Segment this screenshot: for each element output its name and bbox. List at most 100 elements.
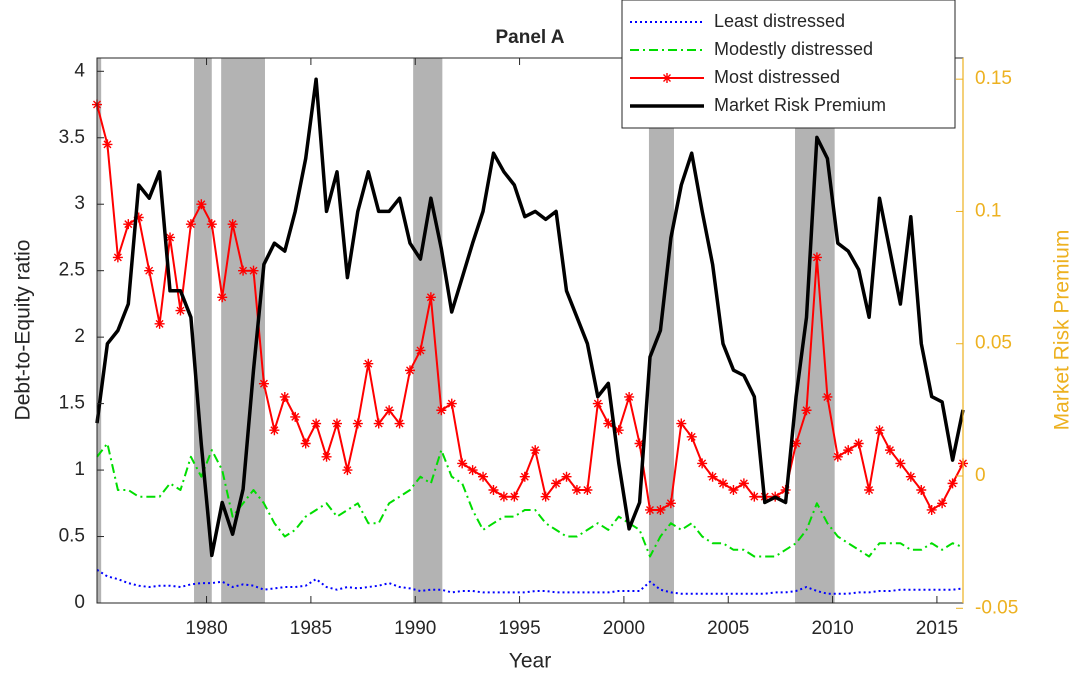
x-tick-label: 1995 xyxy=(498,618,540,639)
asterisk-marker xyxy=(801,405,812,416)
asterisk-marker xyxy=(269,425,280,436)
x-tick-label: 2005 xyxy=(707,618,749,639)
asterisk-marker xyxy=(227,219,238,230)
asterisk-marker xyxy=(373,418,384,429)
asterisk-marker xyxy=(321,451,332,462)
x-axis-label: Year xyxy=(509,650,551,673)
asterisk-marker xyxy=(258,378,269,389)
asterisk-marker xyxy=(718,478,729,489)
asterisk-marker xyxy=(467,465,478,476)
asterisk-marker xyxy=(738,478,749,489)
asterisk-marker xyxy=(300,438,311,449)
legend-label: Least distressed xyxy=(714,11,845,31)
asterisk-marker xyxy=(592,398,603,409)
asterisk-marker xyxy=(864,485,875,496)
asterisk-marker xyxy=(551,478,562,489)
legend-marker xyxy=(662,73,672,83)
legend-label: Market Risk Premium xyxy=(714,95,886,115)
asterisk-marker xyxy=(905,471,916,482)
asterisk-marker xyxy=(363,358,374,369)
y-tick-label: 2 xyxy=(74,326,85,347)
asterisk-marker xyxy=(123,219,134,230)
y-tick-label: 3 xyxy=(74,193,85,214)
series-line xyxy=(95,77,965,558)
asterisk-marker xyxy=(634,438,645,449)
asterisk-marker xyxy=(415,345,426,356)
asterisk-marker xyxy=(937,498,948,509)
asterisk-marker xyxy=(248,265,259,276)
series-line xyxy=(96,104,964,511)
y2-tick-label: 0.1 xyxy=(975,200,1001,221)
asterisk-marker xyxy=(540,491,551,502)
asterisk-marker xyxy=(425,292,436,303)
y-tick-label: 1.5 xyxy=(59,393,85,414)
asterisk-marker xyxy=(311,418,322,429)
asterisk-marker xyxy=(916,485,927,496)
asterisk-marker xyxy=(238,265,249,276)
asterisk-marker xyxy=(196,199,207,210)
x-tick-label: 2000 xyxy=(603,618,645,639)
y2-tick-label: 0 xyxy=(975,465,986,486)
asterisk-marker xyxy=(561,471,572,482)
asterisk-marker xyxy=(822,391,833,402)
asterisk-marker xyxy=(613,425,624,436)
asterisk-marker xyxy=(478,471,489,482)
shaded-period xyxy=(97,58,102,603)
asterisk-marker xyxy=(102,139,113,150)
legend: Least distressed Modestly distressed Most … xyxy=(621,0,956,129)
asterisk-marker xyxy=(488,485,499,496)
asterisk-marker xyxy=(832,451,843,462)
asterisk-marker xyxy=(644,504,655,515)
asterisk-marker xyxy=(791,438,802,449)
y2-tick-label: 0.15 xyxy=(975,68,1012,89)
legend-label: Most distressed xyxy=(714,67,840,87)
y-tick-label: 0.5 xyxy=(59,526,85,547)
chart-title: Panel A xyxy=(496,27,565,48)
asterisk-marker xyxy=(509,491,520,502)
asterisk-marker xyxy=(874,425,885,436)
y2-axis-label: Market Risk Premium xyxy=(1051,230,1074,431)
legend-label: Modestly distressed xyxy=(714,39,873,59)
asterisk-marker xyxy=(947,478,958,489)
y2-tick-label: 0.05 xyxy=(975,333,1012,354)
asterisk-marker xyxy=(603,418,614,429)
asterisk-marker xyxy=(571,485,582,496)
asterisk-marker xyxy=(394,418,405,429)
x-tick-label: 1985 xyxy=(290,618,332,639)
asterisk-marker xyxy=(342,465,353,476)
asterisk-marker xyxy=(686,431,697,442)
asterisk-marker xyxy=(185,219,196,230)
asterisk-marker xyxy=(665,498,676,509)
shaded-period xyxy=(795,58,835,603)
asterisk-marker xyxy=(624,391,635,402)
asterisk-marker xyxy=(112,252,123,263)
asterisk-marker xyxy=(519,471,530,482)
asterisk-marker xyxy=(175,305,186,316)
y-tick-label: 3.5 xyxy=(59,127,85,148)
asterisk-marker xyxy=(530,445,541,456)
asterisk-marker xyxy=(352,418,363,429)
y-tick-label: 4 xyxy=(74,60,85,81)
asterisk-marker xyxy=(165,232,176,243)
asterisk-marker xyxy=(853,438,864,449)
shaded-period xyxy=(194,58,212,603)
asterisk-marker xyxy=(884,445,895,456)
asterisk-marker xyxy=(144,265,155,276)
asterisk-marker xyxy=(749,491,760,502)
asterisk-marker xyxy=(331,418,342,429)
asterisk-marker xyxy=(457,458,468,469)
y-axis-label: Debt-to-Equity ratio xyxy=(12,240,35,421)
series-line xyxy=(96,442,964,558)
asterisk-marker xyxy=(290,411,301,422)
asterisk-marker xyxy=(676,418,687,429)
asterisk-marker xyxy=(728,485,739,496)
asterisk-marker xyxy=(926,504,937,515)
asterisk-marker xyxy=(206,219,217,230)
asterisk-marker xyxy=(154,318,165,329)
x-tick-label: 1990 xyxy=(394,618,436,639)
y-tick-label: 1 xyxy=(74,459,85,480)
asterisk-marker xyxy=(582,485,593,496)
asterisk-marker xyxy=(498,491,509,502)
asterisk-marker xyxy=(384,405,395,416)
